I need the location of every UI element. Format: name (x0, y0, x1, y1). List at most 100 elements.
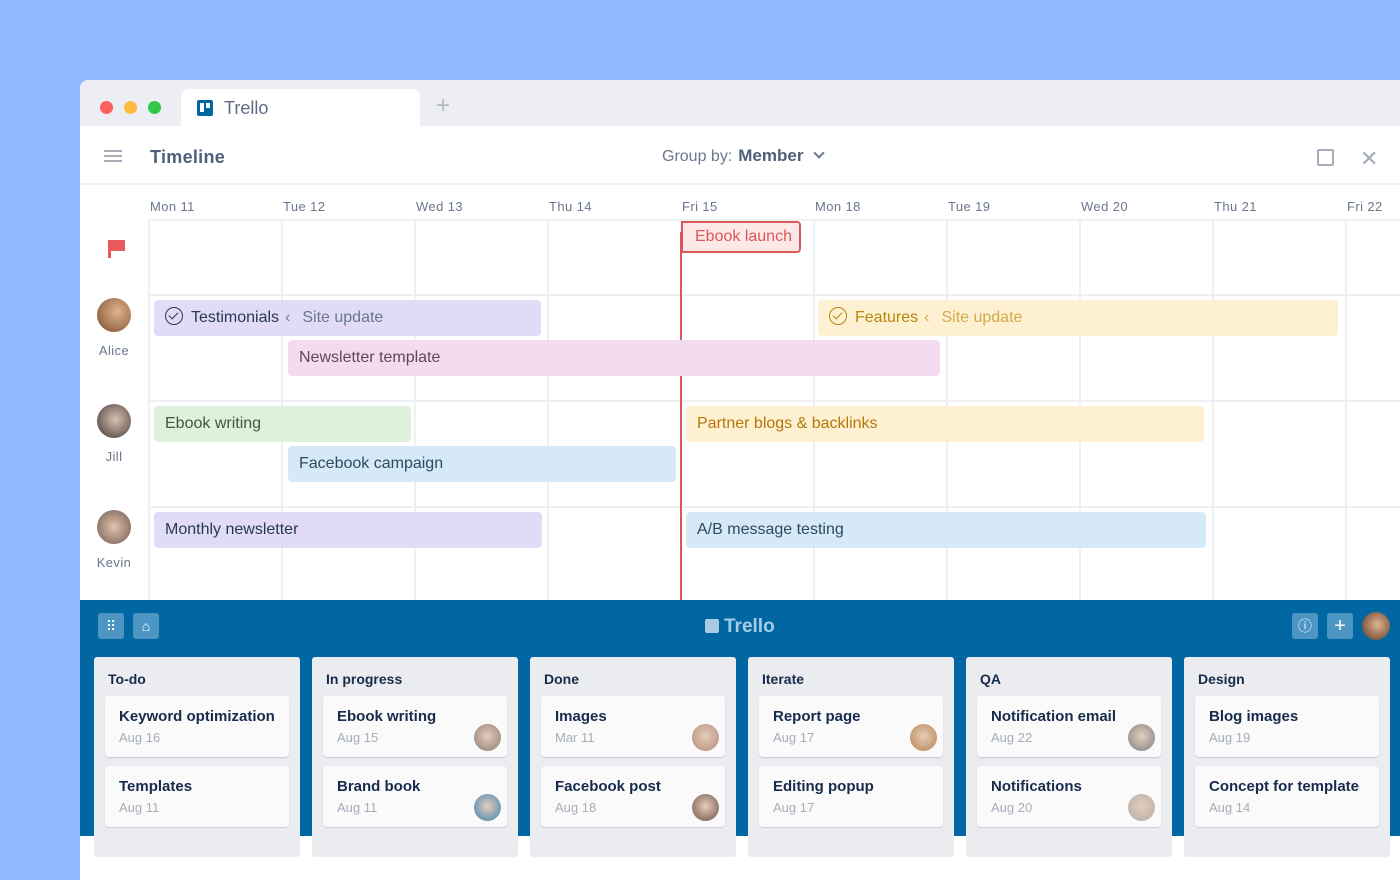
day-header: Thu 14 (549, 199, 592, 214)
minimize-window-button[interactable] (124, 101, 137, 114)
board-card[interactable]: Keyword optimization Aug 16 (105, 696, 289, 757)
chevron-left-icon: ‹ (285, 309, 291, 326)
user-avatar[interactable] (1362, 612, 1390, 640)
board-card[interactable]: Images Mar 11 (541, 696, 725, 757)
close-icon[interactable]: ✕ (1360, 146, 1379, 171)
list-title: Done (544, 671, 579, 687)
trello-logo-icon (197, 100, 213, 116)
card-title: Keyword optimization (119, 708, 275, 725)
card-title: Report page (773, 708, 861, 725)
close-window-button[interactable] (100, 101, 113, 114)
new-tab-button[interactable]: + (436, 92, 451, 119)
list-title: QA (980, 671, 1001, 687)
board-list: Done Images Mar 11 Facebook post Aug 18 (530, 657, 736, 857)
group-by-select[interactable]: Group by: Member (662, 146, 826, 166)
avatar (97, 404, 131, 438)
day-header: Fri 22 (1347, 199, 1383, 214)
avatar (910, 724, 937, 751)
check-circle-icon (165, 306, 183, 325)
timeline-bar[interactable]: Testimonials ‹ Site update (154, 300, 541, 336)
board-list: In progress Ebook writing Aug 15 Brand book… (312, 657, 518, 857)
board-card[interactable]: Facebook post Aug 18 (541, 766, 725, 827)
board-card[interactable]: Report page Aug 17 (759, 696, 943, 757)
member-name: Jill (105, 449, 123, 464)
timeline-bar[interactable]: Facebook campaign (288, 446, 676, 482)
add-icon[interactable]: + (1327, 613, 1353, 639)
board-card[interactable]: Editing popup Aug 17 (759, 766, 943, 827)
list-title: In progress (326, 671, 403, 687)
board-card[interactable]: Templates Aug 11 (105, 766, 289, 827)
avatar (1128, 724, 1155, 751)
board-card[interactable]: Brand book Aug 11 (323, 766, 507, 827)
board-card[interactable]: Notification email Aug 22 (977, 696, 1161, 757)
card-date: Aug 22 (991, 730, 1033, 745)
card-date: Mar 11 (555, 730, 595, 745)
member-name: Alice (98, 343, 130, 358)
bar-label: Partner blogs & backlinks (697, 415, 878, 432)
bar-label: Monthly newsletter (165, 521, 299, 538)
card-date: Aug 17 (773, 800, 815, 815)
timeline-bar[interactable]: Features ‹ Site update (818, 300, 1338, 336)
card-date: Aug 14 (1209, 800, 1251, 815)
trello-logo: Trello (705, 616, 775, 638)
chevron-left-icon: ‹ (924, 309, 930, 326)
menu-icon[interactable] (104, 150, 122, 162)
avatar (474, 724, 501, 751)
avatar (692, 724, 719, 751)
card-title: Notification email (991, 708, 1117, 725)
timeline-bar[interactable]: Newsletter template (288, 340, 940, 376)
day-header: Fri 15 (682, 199, 718, 214)
timeline-bar[interactable]: Partner blogs & backlinks (686, 406, 1204, 442)
timeline-bar[interactable]: Ebook writing (154, 406, 411, 442)
group-by-label: Group by: (662, 148, 733, 165)
card-date: Aug 15 (337, 730, 379, 745)
trello-logo-text: Trello (724, 616, 775, 637)
flag-icon (108, 240, 125, 258)
board-card[interactable]: Ebook writing Aug 15 (323, 696, 507, 757)
trello-board: ⠿ ⌂ Trello ⓘ + To-do Keyword optimization… (80, 600, 1400, 857)
bar-label: Ebook writing (165, 415, 262, 432)
trello-logo-icon (705, 619, 719, 633)
timeline-header: Timeline Group by: Member ✕ (80, 126, 1400, 185)
card-title: Images (555, 708, 607, 725)
external-link-icon[interactable] (1317, 149, 1334, 166)
card-title: Facebook post (555, 778, 661, 795)
board-card[interactable]: Concept for template Aug 14 (1195, 766, 1379, 827)
info-icon[interactable]: ⓘ (1292, 613, 1318, 639)
day-header: Wed 13 (416, 199, 463, 214)
card-date: Aug 16 (119, 730, 161, 745)
grid-column-line (1345, 220, 1347, 660)
parent-label: Site update (941, 309, 1023, 326)
card-title: Blog images (1209, 708, 1299, 725)
board-list: To-do Keyword optimization Aug 16 Templates… (94, 657, 300, 857)
member-alice: Alice (94, 298, 134, 358)
grid-column-line (1212, 220, 1214, 660)
timeline-bar[interactable]: Monthly newsletter (154, 512, 542, 548)
tab-bar: Trello + (80, 80, 1400, 126)
avatar (474, 794, 501, 821)
board-card[interactable]: Notifications Aug 20 (977, 766, 1161, 827)
day-header: Wed 20 (1081, 199, 1128, 214)
timeline-bar[interactable]: A/B message testing (686, 512, 1206, 548)
board-card[interactable]: Blog images Aug 19 (1195, 696, 1379, 757)
grid-column-line (547, 220, 549, 660)
home-icon[interactable]: ⌂ (133, 613, 159, 639)
grid-row-line (148, 219, 1400, 221)
day-header: Tue 19 (948, 199, 991, 214)
avatar (97, 298, 131, 332)
card-title: Brand book (337, 778, 421, 795)
bar-label: A/B message testing (697, 521, 844, 538)
day-header: Mon 11 (150, 199, 195, 214)
list-title: To-do (108, 671, 146, 687)
board-list: Iterate Report page Aug 17 Editing popup Aug… (748, 657, 954, 857)
member-name: Kevin (96, 555, 132, 570)
card-title: Editing popup (773, 778, 874, 795)
milestone-ebook-launch[interactable]: Ebook launch (681, 221, 801, 253)
browser-tab[interactable]: Trello (181, 89, 420, 126)
grid-column-line (414, 220, 416, 660)
avatar (1128, 794, 1155, 821)
apps-grid-icon[interactable]: ⠿ (98, 613, 124, 639)
group-by-value: Member (738, 146, 804, 165)
maximize-window-button[interactable] (148, 101, 161, 114)
member-kevin: Kevin (94, 510, 134, 570)
